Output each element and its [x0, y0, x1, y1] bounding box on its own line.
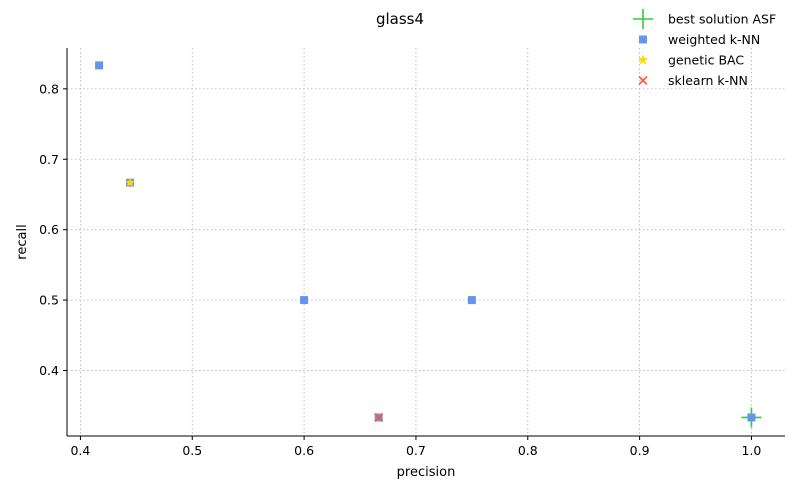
legend-marker-sklearn-k-nn: [638, 75, 648, 86]
legend-label-sklearn-k-nn: sklearn k-NN: [668, 73, 748, 88]
legend-item-weighted-k-nn: weighted k-NN: [639, 32, 760, 47]
legend-label-genetic-bac: genetic BAC: [668, 53, 744, 68]
weighted-k-nn-point: [300, 296, 309, 305]
legend-item-genetic-bac: genetic BAC: [637, 53, 744, 68]
x-axis-label: precision: [397, 465, 456, 480]
chart-title: glass4: [376, 10, 424, 28]
legend-label-weighted-k-nn: weighted k-NN: [668, 32, 760, 47]
x-tick-label: 1.0: [742, 443, 762, 458]
ticks: 0.4 0.5 0.6 0.7 0.8 0.9 1.0 0.4 0.5 0.6 0.7 0.8: [39, 81, 761, 458]
y-tick-label: 0.8: [39, 81, 59, 96]
y-axis-label: recall: [15, 224, 30, 259]
weighted-k-nn-point: [747, 413, 756, 422]
legend-marker-weighted-k-nn: [639, 35, 647, 44]
y-tick-label: 0.4: [39, 363, 59, 378]
genetic-bac-point: [124, 177, 136, 188]
grid: [67, 48, 785, 436]
x-tick-label: 0.8: [518, 443, 538, 458]
axes: [66, 48, 785, 437]
sklearn-k-nn-point: [374, 412, 384, 423]
weighted-k-nn-point: [467, 296, 476, 305]
y-tick-label: 0.6: [39, 222, 59, 237]
x-tick-label: 0.9: [630, 443, 650, 458]
legend-item-sklearn-k-nn: sklearn k-NN: [638, 73, 748, 88]
legend-item-best-solution-asf: best solution ASF: [633, 9, 776, 29]
x-tick-label: 0.6: [294, 443, 314, 458]
legend-marker-best-solution-asf: [633, 9, 653, 29]
legend: best solution ASF weighted k-NN genetic BA…: [633, 9, 776, 88]
y-tick-label: 0.7: [39, 152, 59, 167]
legend-marker-genetic-bac: [637, 54, 649, 65]
x-tick-label: 0.5: [182, 443, 202, 458]
data-points: [95, 61, 762, 428]
y-tick-label: 0.5: [39, 293, 59, 308]
x-tick-label: 0.4: [70, 443, 90, 458]
weighted-k-nn-point: [95, 61, 104, 70]
legend-label-best-solution-asf: best solution ASF: [668, 12, 776, 27]
x-tick-label: 0.7: [406, 443, 426, 458]
